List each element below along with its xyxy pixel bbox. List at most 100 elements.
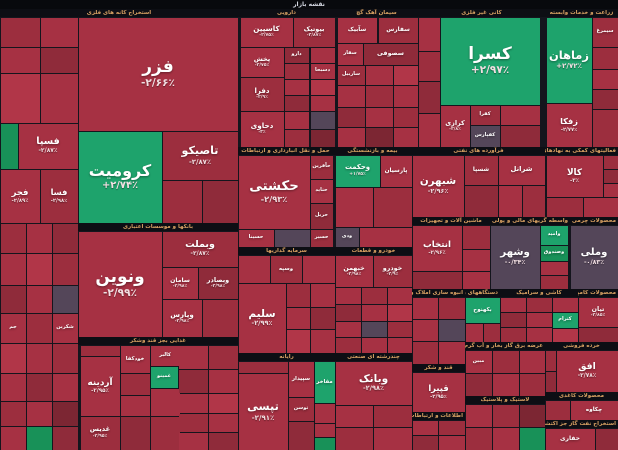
stock-tile[interactable]: [492, 404, 519, 427]
stock-tile[interactable]: [0, 17, 40, 47]
stock-tile[interactable]: [0, 123, 18, 169]
stock-tile[interactable]: [335, 187, 373, 227]
stock-tile[interactable]: انتخاب -۲/۹۶٪: [412, 225, 462, 271]
stock-tile[interactable]: کالا -۳٪: [546, 155, 603, 197]
stock-tile[interactable]: [284, 95, 309, 111]
stock-tile[interactable]: سلیم -۲/۹۹٪: [238, 283, 286, 353]
stock-tile[interactable]: کترام: [552, 312, 578, 328]
stock-tile[interactable]: خودرو -۲/۹٪: [373, 255, 412, 287]
stock-tile[interactable]: [337, 107, 365, 127]
stock-tile[interactable]: [52, 343, 78, 373]
stock-tile[interactable]: [335, 337, 361, 353]
stock-tile[interactable]: کفپارس: [470, 125, 500, 147]
stock-tile[interactable]: [26, 343, 52, 373]
stock-tile[interactable]: [52, 285, 78, 313]
stock-tile[interactable]: [284, 129, 309, 147]
stock-tile[interactable]: غمینو: [150, 366, 178, 388]
stock-tile[interactable]: وامید: [540, 225, 568, 245]
stock-tile[interactable]: [393, 107, 418, 127]
stock-tile[interactable]: [335, 287, 361, 304]
stock-tile[interactable]: [310, 47, 335, 63]
stock-tile[interactable]: حآفرین: [310, 155, 333, 179]
stock-tile[interactable]: غدیس -۲/۹۵٪: [80, 416, 120, 450]
stock-tile[interactable]: شسپا: [464, 155, 498, 185]
stock-tile[interactable]: [526, 312, 552, 327]
stock-tile[interactable]: [359, 227, 412, 247]
stock-tile[interactable]: [438, 435, 465, 450]
stock-tile[interactable]: [545, 400, 570, 420]
stock-tile[interactable]: [519, 350, 545, 373]
stock-tile[interactable]: [465, 373, 492, 396]
stock-tile[interactable]: وبملت -۲/۸۷٪: [162, 231, 238, 267]
stock-tile[interactable]: [52, 426, 78, 450]
stock-tile[interactable]: سامان -۲/۹۸٪: [162, 267, 198, 299]
stock-tile[interactable]: [387, 337, 412, 353]
stock-tile[interactable]: [52, 373, 78, 401]
stock-tile[interactable]: [286, 307, 310, 329]
stock-tile[interactable]: [603, 169, 618, 183]
stock-tile[interactable]: دارو: [284, 47, 309, 63]
stock-tile[interactable]: [465, 404, 492, 427]
stock-tile[interactable]: [284, 63, 309, 79]
stock-tile[interactable]: [284, 111, 309, 129]
stock-tile[interactable]: خبهمن -۲/۹۸٪: [335, 255, 373, 287]
stock-tile[interactable]: [178, 413, 208, 432]
stock-tile[interactable]: [162, 180, 202, 223]
stock-tile[interactable]: [462, 225, 490, 249]
stock-tile[interactable]: [314, 403, 335, 423]
stock-tile[interactable]: [178, 393, 208, 413]
stock-tile[interactable]: حکشتی -۲/۹۳٪: [238, 155, 310, 229]
stock-tile[interactable]: قپیرا -۲/۹۵٪: [412, 372, 465, 412]
stock-tile[interactable]: [418, 51, 440, 81]
stock-tile[interactable]: شکربن: [52, 313, 78, 343]
stock-tile[interactable]: [365, 65, 393, 85]
stock-tile[interactable]: [387, 304, 412, 321]
stock-tile[interactable]: [393, 85, 418, 107]
stock-tile[interactable]: [519, 427, 545, 450]
stock-tile[interactable]: [238, 255, 270, 283]
stock-tile[interactable]: [418, 81, 440, 113]
stock-tile[interactable]: [418, 113, 440, 147]
stock-tile[interactable]: [438, 341, 465, 364]
stock-tile[interactable]: [393, 127, 418, 147]
stock-tile[interactable]: [365, 127, 393, 147]
stock-tile[interactable]: [208, 413, 238, 432]
stock-tile[interactable]: [120, 395, 150, 416]
stock-tile[interactable]: [595, 428, 618, 450]
stock-tile[interactable]: چکاوه: [570, 400, 618, 420]
stock-tile[interactable]: [365, 85, 393, 107]
stock-tile[interactable]: [361, 337, 387, 353]
stock-tile[interactable]: [500, 327, 526, 342]
stock-tile[interactable]: [26, 426, 52, 450]
stock-tile[interactable]: آردینه -۲/۹۵٪: [80, 356, 120, 416]
stock-tile[interactable]: حتاید: [310, 179, 333, 203]
stock-tile[interactable]: کسرا +۲/۹۷٪: [440, 17, 540, 105]
stock-tile[interactable]: [545, 371, 556, 392]
stock-tile[interactable]: دسبحا: [310, 63, 335, 79]
stock-tile[interactable]: فسپا -۲/۸۷٪: [18, 123, 78, 169]
stock-tile[interactable]: [178, 432, 208, 450]
stock-tile[interactable]: [52, 401, 78, 426]
stock-tile[interactable]: وحکمت +۱/۷۵٪: [335, 155, 380, 187]
stock-tile[interactable]: [583, 197, 618, 217]
stock-tile[interactable]: دفرا -۲/۹٪: [240, 77, 284, 111]
stock-tile[interactable]: [80, 345, 120, 356]
stock-tile[interactable]: [412, 420, 438, 435]
stock-tile[interactable]: [337, 127, 365, 147]
stock-tile[interactable]: [0, 426, 26, 450]
stock-tile[interactable]: کرومیت +۲/۷۴٪: [78, 131, 162, 223]
stock-tile[interactable]: [464, 185, 498, 217]
stock-tile[interactable]: مفاخر: [314, 361, 335, 403]
stock-tile[interactable]: [592, 69, 618, 89]
stock-tile[interactable]: [208, 369, 238, 393]
stock-tile[interactable]: [208, 432, 238, 450]
stock-tile[interactable]: [40, 17, 78, 47]
stock-tile[interactable]: [202, 180, 238, 223]
stock-tile[interactable]: [492, 350, 519, 373]
stock-tile[interactable]: [335, 427, 373, 450]
stock-tile[interactable]: [0, 47, 40, 73]
stock-tile[interactable]: [418, 17, 440, 51]
stock-tile[interactable]: [498, 185, 522, 217]
stock-tile[interactable]: [178, 369, 208, 393]
stock-tile[interactable]: [522, 185, 545, 217]
